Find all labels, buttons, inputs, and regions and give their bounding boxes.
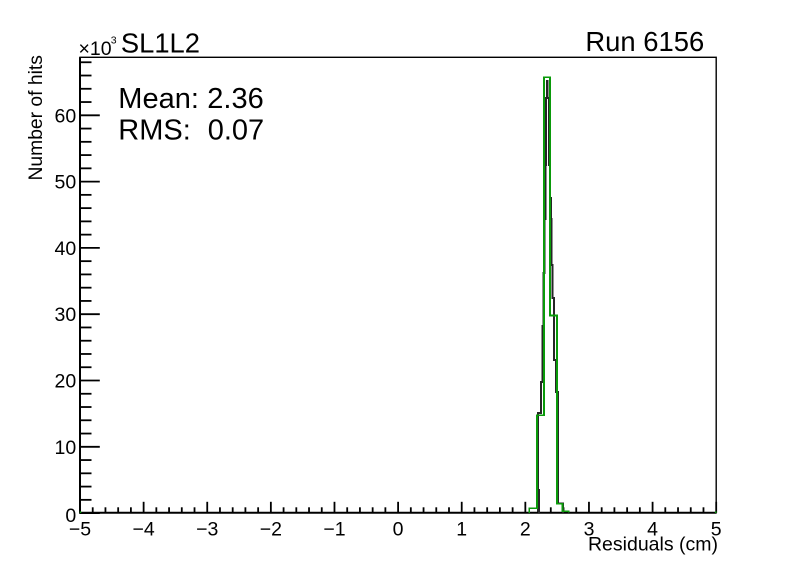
svg-text:Number of hits: Number of hits [26,55,47,180]
svg-text:−1: −1 [323,519,345,541]
svg-text:5: 5 [711,519,722,541]
svg-text:0: 0 [65,505,76,527]
svg-text:−3: −3 [196,519,218,541]
svg-text:Run 6156: Run 6156 [585,26,704,57]
svg-text:10: 10 [54,437,76,459]
svg-text:×10: ×10 [79,38,112,60]
svg-text:60: 60 [54,105,76,127]
svg-text:4: 4 [647,519,658,541]
svg-text:Mean:: Mean: [118,83,199,115]
svg-text:0: 0 [393,519,404,541]
svg-text:30: 30 [54,304,76,326]
svg-text:3: 3 [584,519,595,541]
svg-text:3: 3 [111,35,117,47]
svg-text:−5: −5 [69,519,91,541]
svg-text:RMS:: RMS: [118,114,191,146]
svg-text:Residuals (cm): Residuals (cm) [588,533,718,555]
svg-text:2.36: 2.36 [207,83,263,115]
svg-text:SL1L2: SL1L2 [121,28,200,59]
svg-text:20: 20 [54,371,76,393]
svg-text:0.07: 0.07 [208,114,264,146]
svg-text:1: 1 [456,519,467,541]
svg-text:−2: −2 [260,519,282,541]
svg-text:−4: −4 [132,519,154,541]
svg-text:50: 50 [54,172,76,194]
svg-text:40: 40 [54,238,76,260]
svg-text:2: 2 [520,519,531,541]
